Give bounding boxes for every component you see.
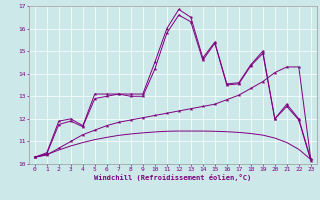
X-axis label: Windchill (Refroidissement éolien,°C): Windchill (Refroidissement éolien,°C) — [94, 174, 252, 181]
